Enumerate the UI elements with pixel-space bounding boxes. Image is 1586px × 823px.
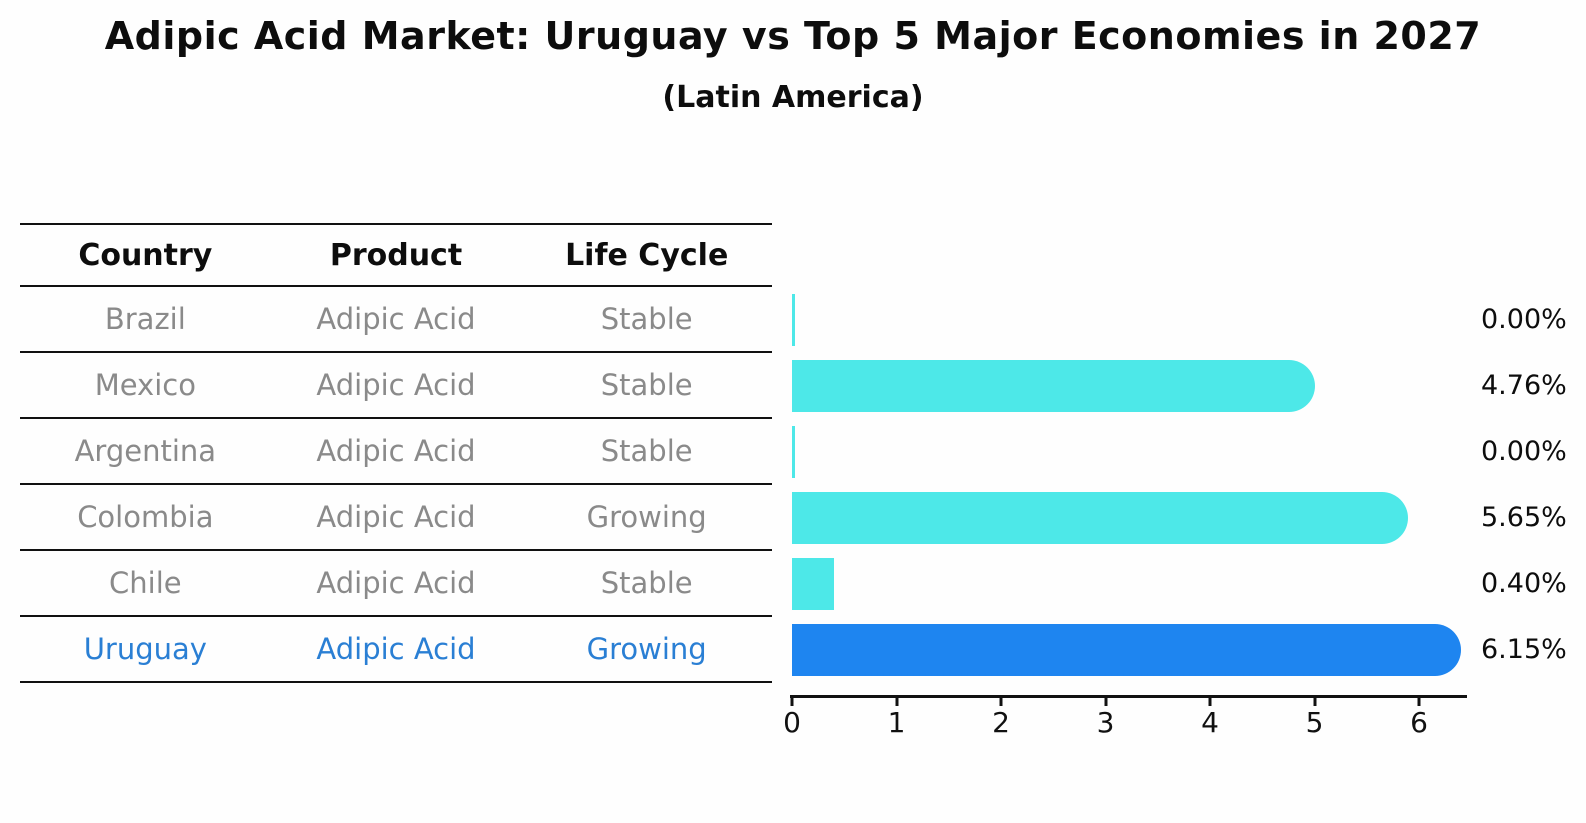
bar-chile (792, 558, 834, 610)
cell-country: Colombia (77, 500, 214, 534)
x-axis-tick (999, 697, 1003, 706)
cell-lifecycle: Stable (600, 368, 693, 402)
chart-subtitle: (Latin America) (662, 80, 924, 115)
value-label-mexico: 4.76% (1481, 370, 1567, 401)
cell-lifecycle: Stable (600, 434, 693, 468)
cell-lifecycle: Growing (586, 500, 707, 534)
cell-product: Adipic Acid (316, 434, 476, 468)
x-axis-tick (790, 697, 794, 706)
bar-argentina (792, 426, 795, 478)
header-lifecycle: Life Cycle (565, 237, 729, 273)
x-tick-label: 4 (1201, 706, 1219, 739)
bar-brazil (792, 294, 795, 346)
x-tick-label: 5 (1305, 706, 1324, 739)
table-header-row: Country Product Life Cycle (20, 225, 772, 287)
x-axis-tick (1208, 697, 1212, 706)
cell-product: Adipic Acid (316, 566, 476, 600)
x-tick-label: 2 (992, 706, 1010, 739)
cell-product: Adipic Acid (316, 302, 476, 336)
country-info-table: Country Product Life Cycle Brazil Adipic… (20, 223, 772, 683)
x-tick-label: 3 (1096, 706, 1115, 739)
table-row-uruguay: Uruguay Adipic Acid Growing (20, 617, 772, 683)
cell-lifecycle: Stable (600, 566, 693, 600)
cell-lifecycle: Stable (600, 302, 693, 336)
table-row-brazil: Brazil Adipic Acid Stable (20, 287, 772, 353)
bar-colombia (792, 492, 1409, 544)
table-row-argentina: Argentina Adipic Acid Stable (20, 419, 772, 485)
value-label-colombia: 5.65% (1481, 502, 1567, 533)
table-row-chile: Chile Adipic Acid Stable (20, 551, 772, 617)
cell-product: Adipic Acid (316, 368, 476, 402)
value-label-uruguay: 6.15% (1481, 634, 1567, 665)
x-axis-line (790, 695, 1467, 698)
cell-country: Uruguay (83, 632, 207, 666)
x-axis-tick (895, 697, 898, 706)
bar-mexico (792, 360, 1316, 412)
cell-lifecycle: Growing (586, 632, 707, 666)
x-tick-label: 0 (783, 706, 801, 739)
x-tick-label: 6 (1410, 706, 1428, 739)
x-tick-label: 1 (887, 706, 906, 739)
cell-country: Brazil (104, 302, 186, 336)
value-label-chile: 0.40% (1481, 568, 1567, 599)
cell-country: Mexico (94, 368, 196, 402)
cell-country: Chile (109, 566, 182, 600)
cell-product: Adipic Acid (316, 632, 476, 666)
value-label-brazil: 0.00% (1481, 304, 1567, 335)
value-label-argentina: 0.00% (1481, 436, 1567, 467)
cell-country: Argentina (74, 434, 217, 468)
x-axis-tick (1417, 697, 1421, 706)
table-row-mexico: Mexico Adipic Acid Stable (20, 353, 772, 419)
header-product: Product (329, 237, 463, 273)
x-axis-tick (1104, 697, 1107, 706)
x-axis-tick (1313, 697, 1316, 706)
chart-title: Adipic Acid Market: Uruguay vs Top 5 Maj… (104, 14, 1482, 58)
header-country: Country (78, 237, 213, 273)
cell-product: Adipic Acid (316, 500, 476, 534)
table-row-colombia: Colombia Adipic Acid Growing (20, 485, 772, 551)
bar-uruguay (792, 624, 1461, 676)
